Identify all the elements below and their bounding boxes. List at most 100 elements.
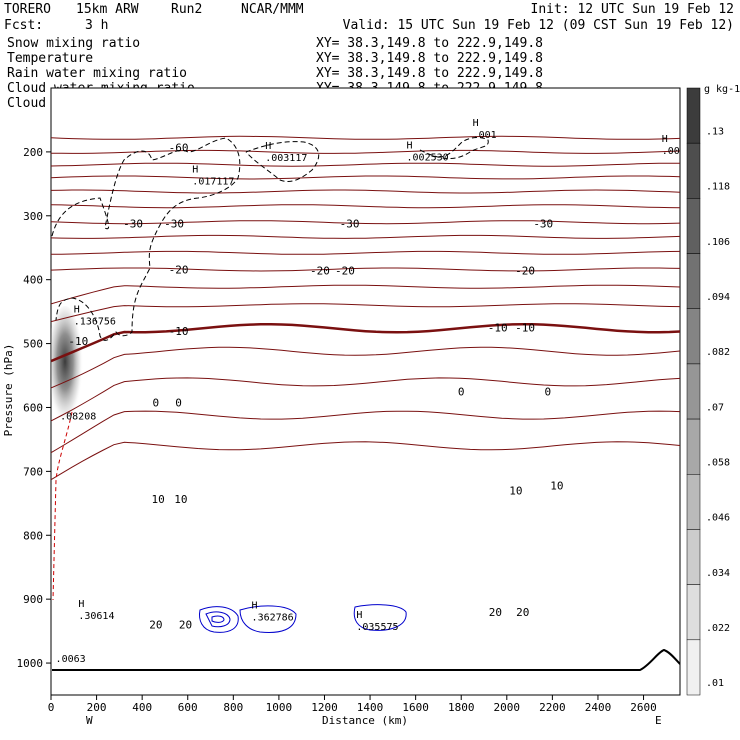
maximum-value: .002530	[407, 152, 449, 163]
maximum-value: .362786	[252, 612, 294, 623]
colorbar-tick-label: .13	[706, 126, 724, 137]
x-tick-label: 600	[178, 701, 198, 714]
x-tick-label: 2000	[494, 701, 521, 714]
isotherm-label: 20	[149, 619, 162, 632]
legend-field-name: Rain water mixing ratio	[7, 66, 187, 81]
colorbar-tick-label: .082	[706, 347, 730, 358]
isotherm-label: -30	[123, 217, 143, 230]
maximum-value: .08208	[60, 412, 96, 423]
maximum-marker: H	[74, 304, 80, 315]
isotherm-label: 0	[545, 386, 552, 399]
model-org: NCAR/MMM	[241, 2, 304, 17]
isotherm-label: 20	[489, 606, 502, 619]
maximum-marker: H	[356, 610, 362, 621]
legend-field-name: Snow mixing ratio	[7, 36, 140, 51]
isotherm-label: 10	[151, 493, 164, 506]
model-resolution: 15km ARW	[76, 2, 139, 17]
x-tick-label: 1600	[402, 701, 429, 714]
maximum-value: .001	[473, 130, 497, 141]
x-axis: 0 200 400 600 800 1000 1200 1400 1600 1800 2000 220…	[48, 695, 657, 714]
init-time: Init: 12 UTC Sun 19 Feb 12	[531, 2, 735, 17]
colorbar-segment	[687, 143, 700, 198]
isotherm-label: 0	[458, 386, 465, 399]
isotherm-label: 0	[175, 396, 182, 409]
x-tick-label: 400	[132, 701, 152, 714]
y-tick-label: 1000	[17, 657, 44, 670]
colorbar-segment	[687, 585, 700, 640]
colorbar-tick-label: .022	[706, 623, 730, 634]
valid-time: Valid: 15 UTC Sun 19 Feb 12 (09 CST Sun …	[343, 18, 734, 33]
isotherm-label: -10	[68, 335, 88, 348]
maximum-value: .0063	[56, 654, 86, 665]
isotherm-label: -60	[169, 141, 189, 154]
isotherm-label: -20	[335, 265, 355, 278]
forecast-hour: 3 h	[85, 18, 108, 33]
maximum-value: .003117	[265, 153, 307, 164]
isotherm-label: -30	[164, 217, 184, 230]
legend-xy-range: XY= 38.3,149.8 to 222.9,149.8	[316, 36, 543, 51]
x-tick-label: 2400	[585, 701, 612, 714]
isotherm-label: -20	[515, 265, 535, 278]
isotherm-label: 20	[179, 619, 192, 632]
maximum-marker: H	[265, 141, 271, 152]
y-tick-label: 500	[23, 338, 43, 351]
isotherm-label: 10	[174, 493, 187, 506]
colorbar-tick-label: .01	[706, 678, 724, 689]
plot-frame	[51, 88, 680, 695]
colorbar-segment	[687, 309, 700, 364]
x-tick-label: 1000	[266, 701, 293, 714]
x-end-east: E	[655, 714, 662, 727]
legend-field-name: Temperature	[7, 51, 93, 66]
x-tick-label: 2200	[539, 701, 566, 714]
model-run: Run2	[171, 2, 202, 17]
colorbar-segment	[687, 419, 700, 474]
isotherm-label: -10	[488, 322, 508, 335]
isotherm-label: -20	[169, 263, 189, 276]
legend-xy-range: XY= 38.3,149.8 to 222.9,149.8	[316, 51, 543, 66]
x-tick-label: 200	[87, 701, 107, 714]
maximum-marker: H	[473, 118, 479, 129]
maximum-value: .136756	[74, 316, 116, 327]
y-tick-label: 300	[23, 210, 43, 223]
maximum-marker: H	[192, 165, 198, 176]
isotherm-label: 10	[509, 485, 522, 498]
isotherm-label: -20	[310, 265, 330, 278]
colorbar-tick-label: .046	[706, 513, 730, 524]
model-name: TORERO	[4, 2, 51, 17]
maximum-marker: H	[662, 134, 668, 145]
colorbar-tick-label: .058	[706, 458, 730, 469]
y-tick-label: 800	[23, 529, 43, 542]
colorbar-segment	[687, 88, 700, 143]
colorbar-tick-label: .094	[706, 292, 730, 303]
x-tick-label: 1800	[448, 701, 475, 714]
x-tick-label: 2600	[630, 701, 657, 714]
colorbar-tick-label: .106	[706, 237, 730, 248]
y-tick-label: 600	[23, 401, 43, 414]
colorbar-segment	[687, 364, 700, 419]
maximum-marker: H	[407, 140, 413, 151]
x-end-west: W	[86, 714, 93, 727]
y-axis-title: Pressure (hPa)	[2, 344, 15, 437]
x-axis-title: Distance (km)	[322, 714, 408, 727]
isotherm-label: -30	[533, 217, 553, 230]
x-tick-label: 0	[48, 701, 55, 714]
isotherm-label: -30	[340, 217, 360, 230]
colorbar-unit: g kg-1	[704, 84, 740, 95]
colorbar-segment	[687, 474, 700, 529]
colorbar-segment	[687, 198, 700, 253]
x-tick-label: 1400	[357, 701, 384, 714]
colorbar-segment	[687, 640, 700, 695]
maximum-value: .035575	[356, 622, 398, 633]
colorbar-segment	[687, 254, 700, 309]
isotherm-label: -10	[515, 322, 535, 335]
isotherm-label: 20	[516, 606, 529, 619]
isotherm-label: 0	[153, 396, 160, 409]
maximum-marker: H	[78, 599, 84, 610]
maximum-marker: H	[252, 600, 258, 611]
colorbar-segment	[687, 529, 700, 584]
y-tick-label: 400	[23, 274, 43, 287]
y-tick-label: 700	[23, 465, 43, 478]
colorbar-tick-label: .118	[706, 182, 730, 193]
cross-section-figure: TORERO 15km ARW Run2 NCAR/MMM Init: 12 U…	[0, 0, 740, 740]
colorbar: .13 .118 .106 .094 .082 .07 .058 .046 .034 .022 .0…	[687, 88, 730, 695]
